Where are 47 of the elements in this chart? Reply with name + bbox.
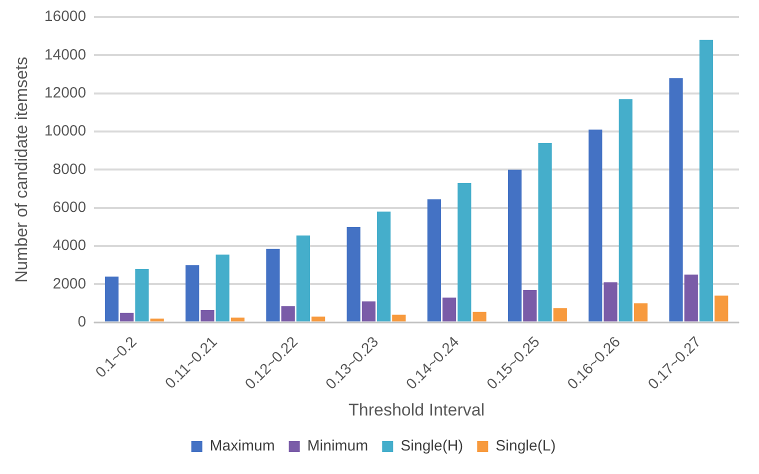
y-tick-label: 14000 (44, 46, 86, 64)
x-axis-title: Threshold Interval (348, 400, 485, 420)
bar (186, 265, 200, 322)
y-tick-label: 12000 (44, 84, 86, 102)
y-tick-label: 0 (78, 314, 86, 331)
bar (135, 268, 149, 322)
bar (346, 226, 360, 322)
legend-label: Minimum (307, 438, 368, 455)
bar (442, 298, 456, 322)
bar (281, 306, 295, 322)
bar (427, 199, 441, 322)
bar (508, 170, 522, 322)
bar (216, 254, 230, 322)
bar (588, 130, 602, 322)
bar (312, 316, 326, 322)
bar (669, 78, 683, 322)
y-tick-label: 16000 (44, 8, 86, 26)
bar (200, 310, 214, 322)
bar (377, 212, 391, 322)
y-tick-label: 8000 (52, 160, 86, 178)
y-tick-label: 4000 (52, 237, 86, 254)
y-tick-label: 2000 (52, 275, 86, 292)
bar (604, 282, 618, 322)
bar (392, 314, 406, 322)
bar (523, 290, 537, 322)
bar (296, 236, 310, 322)
bar (104, 276, 119, 322)
bar (362, 301, 376, 322)
bar (634, 303, 648, 322)
legend-label: Single(L) (496, 438, 556, 455)
bar (120, 312, 134, 322)
bar (699, 40, 714, 322)
y-axis-title: Number of candidate itemsets (12, 56, 31, 283)
bar (553, 308, 567, 322)
legend-label: Maximum (210, 438, 275, 455)
bar (458, 183, 472, 322)
bar (230, 318, 244, 322)
bar (150, 318, 164, 322)
bar (684, 274, 698, 322)
y-tick-label: 6000 (52, 199, 86, 216)
bar (472, 312, 486, 322)
bar (266, 248, 280, 322)
legend-label: Single(H) (400, 438, 464, 455)
y-tick-label: 10000 (44, 122, 86, 140)
bar (618, 99, 632, 322)
bar (538, 142, 552, 322)
bar (714, 296, 728, 322)
